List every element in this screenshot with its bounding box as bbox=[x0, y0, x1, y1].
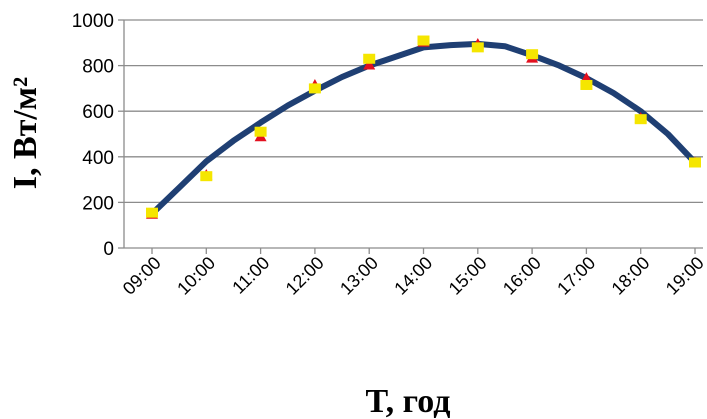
y-tick-label: 0 bbox=[103, 239, 114, 260]
x-tick-label: 09:00 bbox=[119, 253, 165, 299]
x-tick-label: 14:00 bbox=[390, 253, 436, 299]
x-tick-label: 19:00 bbox=[662, 253, 707, 299]
x-tick-label: 17:00 bbox=[553, 253, 599, 299]
x-tick-label: 10:00 bbox=[173, 253, 219, 299]
square-marker bbox=[635, 114, 647, 124]
x-tick-label: 11:00 bbox=[228, 253, 273, 298]
x-tick-labels: 09:00 10:00 11:00 12:00 13:00 14:00 15:00 16:00… bbox=[119, 253, 707, 299]
y-tick-labels: 0 200 400 600 800 1000 bbox=[72, 11, 114, 260]
y-axis-label: I, Вт/м² bbox=[7, 77, 44, 189]
square-marker bbox=[580, 80, 592, 90]
x-axis-label: T, год bbox=[366, 383, 451, 419]
x-tick-label: 15:00 bbox=[445, 253, 491, 299]
square-marker bbox=[200, 171, 212, 181]
square-marker bbox=[472, 42, 484, 52]
x-tick-label: 13:00 bbox=[336, 253, 382, 299]
grid-lines bbox=[124, 20, 703, 248]
y-tick-label: 600 bbox=[82, 102, 114, 123]
square-marker bbox=[363, 54, 375, 64]
square-marker bbox=[526, 49, 538, 59]
y-tick-label: 1000 bbox=[72, 11, 114, 32]
y-tick-label: 200 bbox=[82, 193, 114, 214]
x-tick-label: 12:00 bbox=[282, 253, 328, 299]
x-tick-label: 16:00 bbox=[499, 253, 545, 299]
square-marker bbox=[309, 83, 321, 93]
square-marker bbox=[418, 36, 430, 46]
y-tick-label: 400 bbox=[82, 148, 114, 169]
square-marker bbox=[255, 127, 267, 137]
x-tick-label: 18:00 bbox=[608, 253, 654, 299]
series-line bbox=[152, 44, 695, 214]
square-marker bbox=[146, 208, 158, 218]
data-series bbox=[146, 36, 701, 219]
square-marker bbox=[689, 158, 701, 168]
y-tick-label: 800 bbox=[82, 57, 114, 78]
